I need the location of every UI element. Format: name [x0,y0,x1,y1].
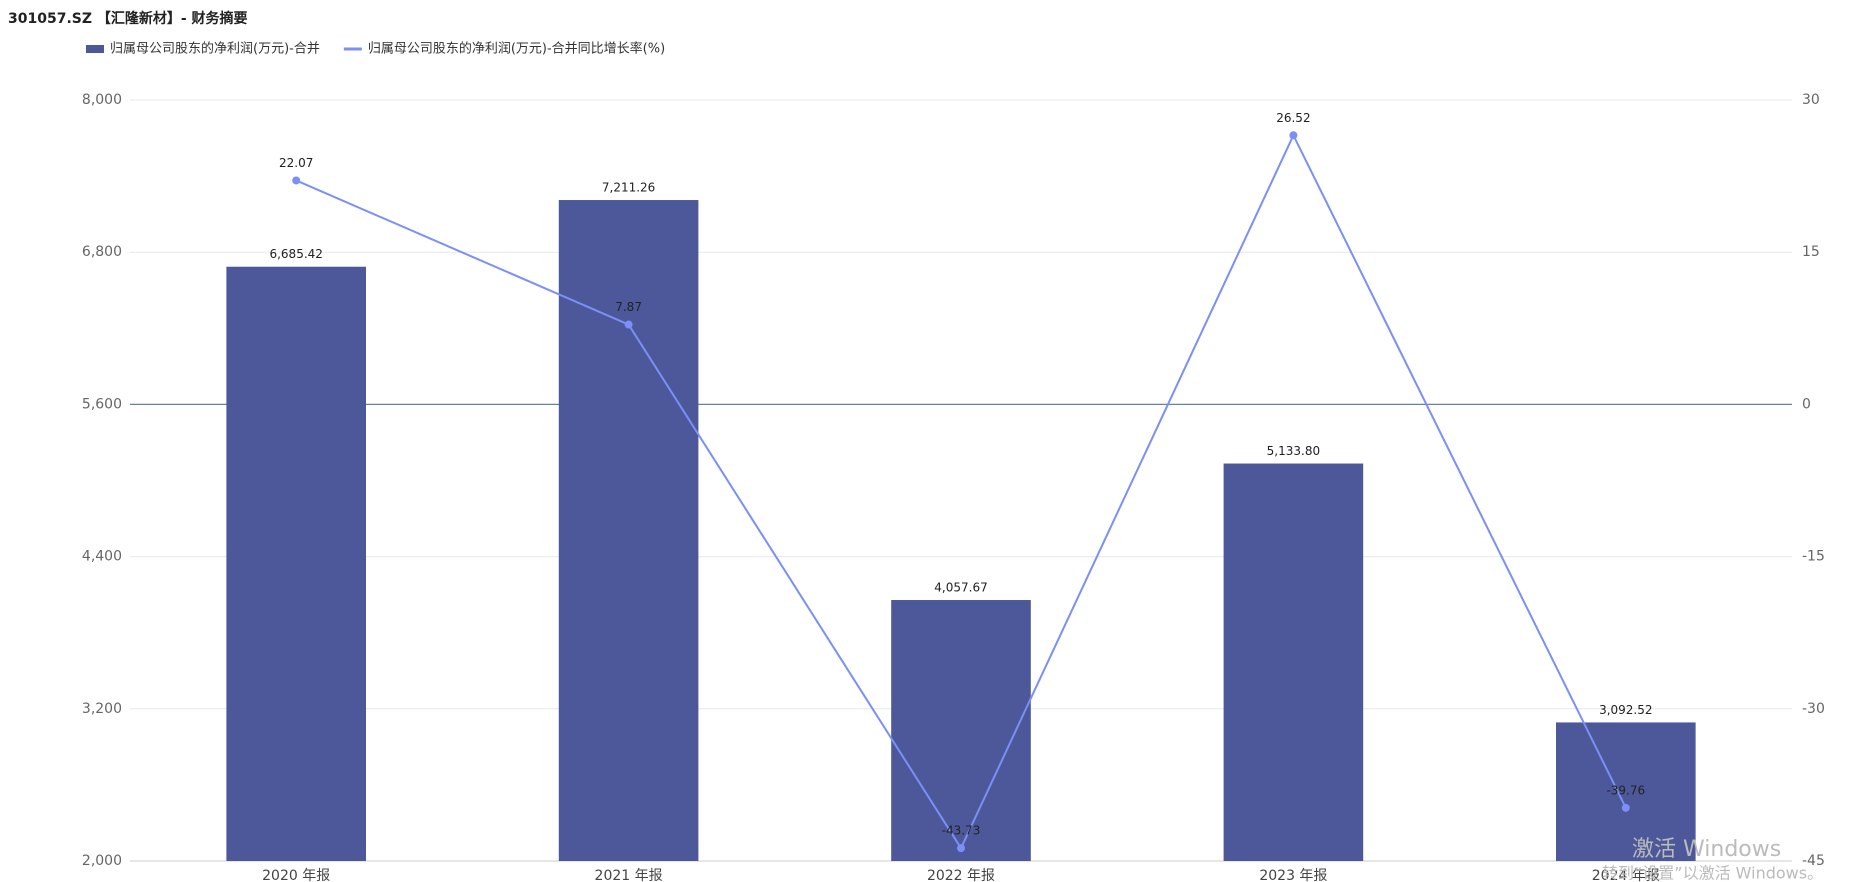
y2-tick-label: -45 [1802,853,1825,869]
x-tick-label: 2022 年报 [927,868,995,882]
y2-tick-label: 30 [1802,92,1820,108]
watermark: 转到“设置”以激活 Windows。 [1602,864,1823,882]
bar [1555,722,1696,861]
line-value-label: -43.73 [942,824,981,838]
x-tick-label: 2023 年报 [1259,868,1327,882]
y-tick-label: 5,600 [82,396,122,412]
chart-title: 301057.SZ 【汇隆新材】- 财务摘要 [8,10,248,27]
y2-tick-label: 0 [1802,396,1811,412]
line-point [957,844,965,853]
x-tick-label: 2020 年报 [262,868,330,882]
y-tick-label: 4,400 [82,549,122,565]
y-tick-label: 3,200 [82,701,122,717]
y-tick-label: 2,000 [82,853,122,869]
legend-swatch [86,45,104,53]
bar-value-label: 5,133.80 [1267,444,1320,458]
bar [226,266,367,862]
line-value-label: -39.76 [1606,783,1645,797]
line-point [624,320,633,329]
line-point [1621,803,1630,812]
bar [1223,463,1364,861]
legend-label: 归属母公司股东的净利润(万元)-合并 [110,41,320,57]
line-value-label: 26.52 [1276,111,1310,125]
watermark: 激活 Windows [1632,837,1781,862]
bar-value-label: 3,092.52 [1599,703,1652,717]
y2-tick-label: -15 [1802,549,1825,565]
y-tick-label: 8,000 [82,92,122,108]
y-tick-label: 6,800 [82,244,122,260]
x-tick-label: 2024 年报 [1592,868,1660,882]
bar [891,600,1031,861]
x-tick-label: 2021 年报 [595,868,663,882]
line-value-label: 7.87 [615,300,642,314]
bar-value-label: 7,211.26 [602,181,655,195]
line-point [292,176,301,185]
bar-value-label: 4,057.67 [934,581,987,595]
bar-value-label: 6,685.42 [269,247,322,261]
bar [558,200,699,862]
line-point [1289,131,1298,140]
y2-tick-label: 15 [1802,244,1820,260]
line-value-label: 22.07 [279,156,313,170]
legend-label: 归属母公司股东的净利润(万元)-合并同比增长率(%) [368,41,665,57]
y2-tick-label: -30 [1802,701,1825,717]
